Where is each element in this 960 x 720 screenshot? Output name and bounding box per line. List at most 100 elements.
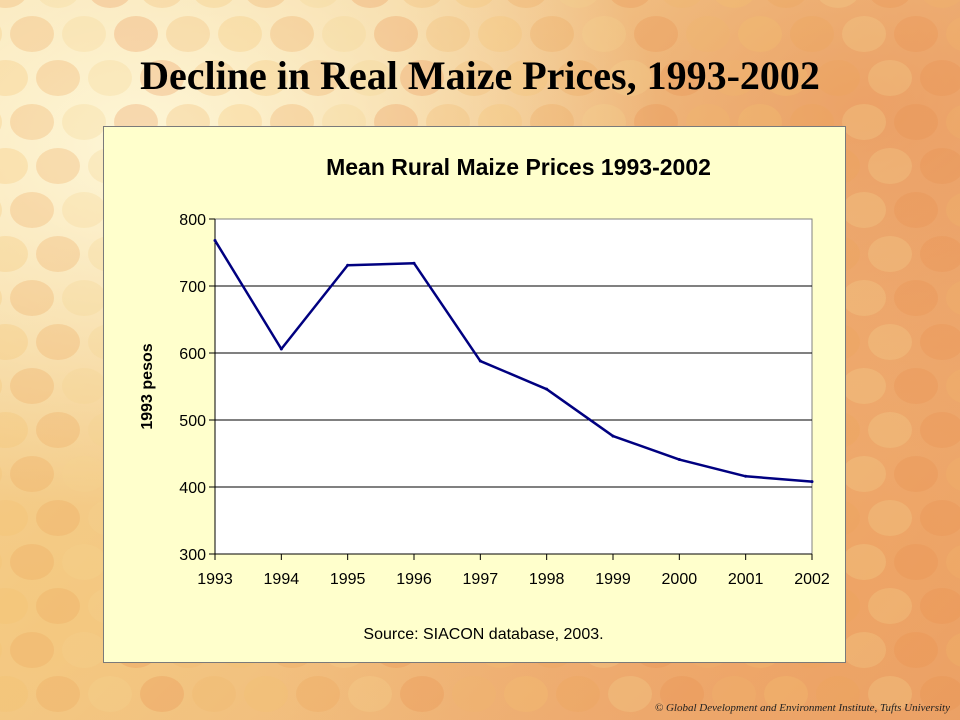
kernel-shape <box>634 16 678 52</box>
kernel-shape <box>400 676 444 712</box>
kernel-shape <box>322 16 366 52</box>
kernel-shape <box>296 60 340 96</box>
kernel-shape <box>36 676 80 712</box>
x-tick-label: 1996 <box>396 571 432 588</box>
data-point <box>346 263 350 267</box>
kernel-shape <box>0 378 2 394</box>
kernel-shape <box>0 676 28 712</box>
kernel-shape <box>452 676 496 712</box>
kernel-shape <box>62 192 106 228</box>
kernel-shape <box>842 456 886 492</box>
kernel-shape <box>946 17 960 51</box>
x-tick-label: 1995 <box>330 571 366 588</box>
kernel-shape <box>348 676 392 712</box>
kernel-shape <box>764 676 808 712</box>
x-tick-label: 1998 <box>529 571 565 588</box>
x-tick-label: 1999 <box>595 571 631 588</box>
x-tick-label: 2000 <box>662 571 698 588</box>
kernel-shape <box>0 466 2 482</box>
kernel-shape <box>218 16 262 52</box>
kernel-shape <box>244 676 288 712</box>
kernel-shape <box>0 324 28 360</box>
kernel-shape <box>0 60 28 96</box>
kernel-shape <box>455 0 493 8</box>
kernel-shape <box>660 676 704 712</box>
kernel-shape <box>871 0 909 8</box>
y-tick-label: 400 <box>179 480 206 497</box>
kernel-shape <box>400 60 444 96</box>
kernel-shape <box>140 676 184 712</box>
kernel-shape <box>712 676 756 712</box>
chart-panel: Mean Rural Maize Prices 1993-2002 300 400 5… <box>103 126 846 663</box>
kernel-shape <box>868 412 912 448</box>
kernel-shape <box>894 544 938 580</box>
kernel-shape <box>0 554 2 570</box>
kernel-shape <box>920 500 960 536</box>
kernel-shape <box>0 26 2 42</box>
kernel-shape <box>920 412 960 448</box>
kernel-shape <box>764 60 808 96</box>
kernel-shape <box>0 500 28 536</box>
kernel-shape <box>842 632 886 668</box>
kernel-shape <box>868 60 912 96</box>
kernel-shape <box>816 60 860 96</box>
kernel-shape <box>946 545 960 579</box>
kernel-shape <box>507 0 545 8</box>
kernel-shape <box>946 105 960 139</box>
chart-title: Mean Rural Maize Prices 1993-2002 <box>326 154 711 180</box>
kernel-shape <box>0 0 25 8</box>
kernel-shape <box>842 368 886 404</box>
data-point <box>213 238 217 242</box>
x-tick-label: 2002 <box>794 571 830 588</box>
kernel-shape <box>62 544 106 580</box>
kernel-shape <box>247 0 285 8</box>
data-point <box>478 359 482 363</box>
kernel-shape <box>10 544 54 580</box>
kernel-shape <box>39 0 77 8</box>
kernel-shape <box>868 676 912 712</box>
kernel-shape <box>452 60 496 96</box>
kernel-shape <box>767 0 805 8</box>
kernel-shape <box>582 16 626 52</box>
kernel-shape <box>88 676 132 712</box>
y-axis-label: 1993 pesos <box>139 343 156 429</box>
kernel-shape <box>88 60 132 96</box>
x-tick-label: 2001 <box>728 571 764 588</box>
kernel-shape <box>426 16 470 52</box>
kernel-shape <box>10 280 54 316</box>
kernel-shape <box>0 202 2 218</box>
kernel-shape <box>299 0 337 8</box>
kernel-shape <box>894 280 938 316</box>
x-tick-label: 1997 <box>463 571 499 588</box>
kernel-shape <box>920 148 960 184</box>
kernel-shape <box>663 0 701 8</box>
kernel-shape <box>0 588 28 624</box>
kernel-shape <box>62 632 106 668</box>
kernel-shape <box>530 16 574 52</box>
kernel-shape <box>842 192 886 228</box>
y-tick-label: 800 <box>179 212 206 229</box>
kernel-shape <box>686 16 730 52</box>
kernel-shape <box>10 456 54 492</box>
kernel-shape <box>10 192 54 228</box>
kernel-shape <box>738 16 782 52</box>
kernel-shape <box>920 588 960 624</box>
kernel-shape <box>10 368 54 404</box>
kernel-shape <box>62 280 106 316</box>
kernel-shape <box>114 16 158 52</box>
kernel-shape <box>608 60 652 96</box>
kernel-shape <box>842 280 886 316</box>
chart-svg: Mean Rural Maize Prices 1993-2002 300 400 5… <box>139 154 830 643</box>
kernel-shape <box>166 16 210 52</box>
kernel-shape <box>10 632 54 668</box>
chart-source-note: Source: SIACON database, 2003. <box>363 626 603 643</box>
kernel-shape <box>351 0 389 8</box>
data-point <box>677 458 681 462</box>
data-point <box>412 261 416 265</box>
kernel-shape <box>0 114 2 130</box>
kernel-shape <box>608 676 652 712</box>
data-point <box>279 347 283 351</box>
kernel-shape <box>868 148 912 184</box>
kernel-shape <box>920 236 960 272</box>
kernel-shape <box>920 60 960 96</box>
